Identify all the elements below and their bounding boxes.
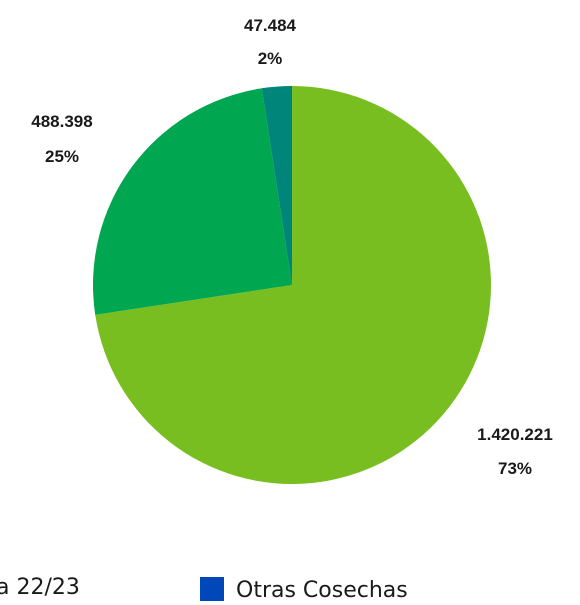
pie-slice-3[interactable]	[261, 86, 292, 285]
data-label-percent-slice-3: 2%	[258, 49, 283, 68]
pie-slices	[93, 86, 492, 485]
pie-slice-1[interactable]	[95, 86, 492, 485]
legend-label-1: a 22/23	[0, 575, 80, 600]
label-group-slice-2: 488.398 25%	[31, 112, 92, 166]
legend-swatch-2	[200, 577, 224, 601]
data-label-value-slice-2: 488.398	[31, 112, 92, 131]
data-label-value-slice-3: 47.484	[244, 16, 297, 35]
label-group-slice-1: 1.420.221 73%	[477, 425, 553, 478]
legend-item-1[interactable]: a 22/23	[0, 575, 80, 600]
pie-slice-2[interactable]	[93, 88, 292, 315]
data-label-percent-slice-1: 73%	[498, 459, 532, 478]
legend-item-2[interactable]: Otras Cosechas	[200, 577, 408, 603]
data-label-value-slice-1: 1.420.221	[477, 425, 553, 444]
legend-label-2: Otras Cosechas	[236, 578, 408, 603]
legend: a 22/23 Otras Cosechas	[0, 575, 408, 603]
data-label-percent-slice-2: 25%	[45, 147, 79, 166]
label-group-slice-3: 47.484 2%	[244, 16, 297, 68]
